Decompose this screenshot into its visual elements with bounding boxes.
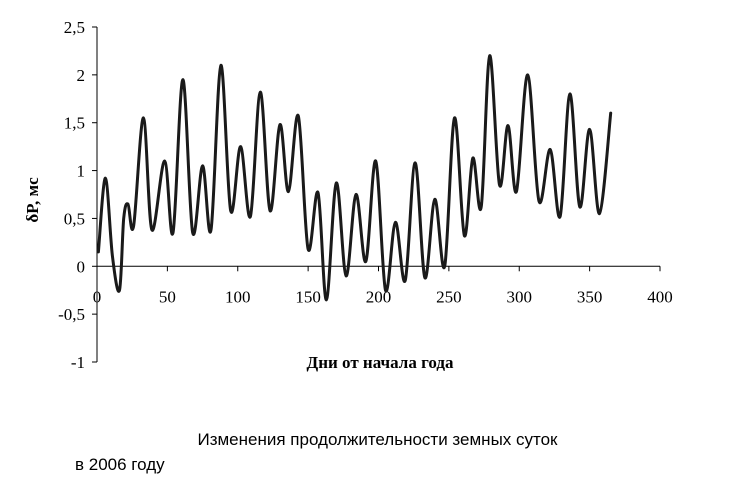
- y-axis-title: δP, мс: [23, 177, 42, 223]
- y-tick-label: 1,5: [64, 114, 85, 133]
- y-tick-label: 0: [77, 257, 86, 276]
- x-tick-label: 50: [159, 287, 176, 306]
- x-tick-label: 150: [295, 287, 321, 306]
- y-tick-label: -1: [71, 353, 85, 372]
- y-tick-label: 2: [77, 66, 86, 85]
- x-tick-label: 250: [436, 287, 462, 306]
- y-tick-label: -0,5: [58, 305, 85, 324]
- x-tick-label: 300: [507, 287, 533, 306]
- y-tick-label: 0,5: [64, 209, 85, 228]
- y-tick-label: 2,5: [64, 18, 85, 37]
- caption-line-2: в 2006 году: [75, 455, 165, 474]
- chart: 2,521,510,50-0,5-1 0 50 100 150 200 250 300 350…: [23, 18, 673, 372]
- x-tick-label: 400: [647, 287, 673, 306]
- x-tick-label: 350: [577, 287, 603, 306]
- x-tick-label: 100: [225, 287, 251, 306]
- series-line: [96, 54, 613, 302]
- caption-line-1: Изменения продолжительности земных суток: [197, 430, 558, 449]
- x-axis-title: Дни от начала года: [307, 353, 454, 372]
- y-tick-label: 1: [77, 162, 86, 181]
